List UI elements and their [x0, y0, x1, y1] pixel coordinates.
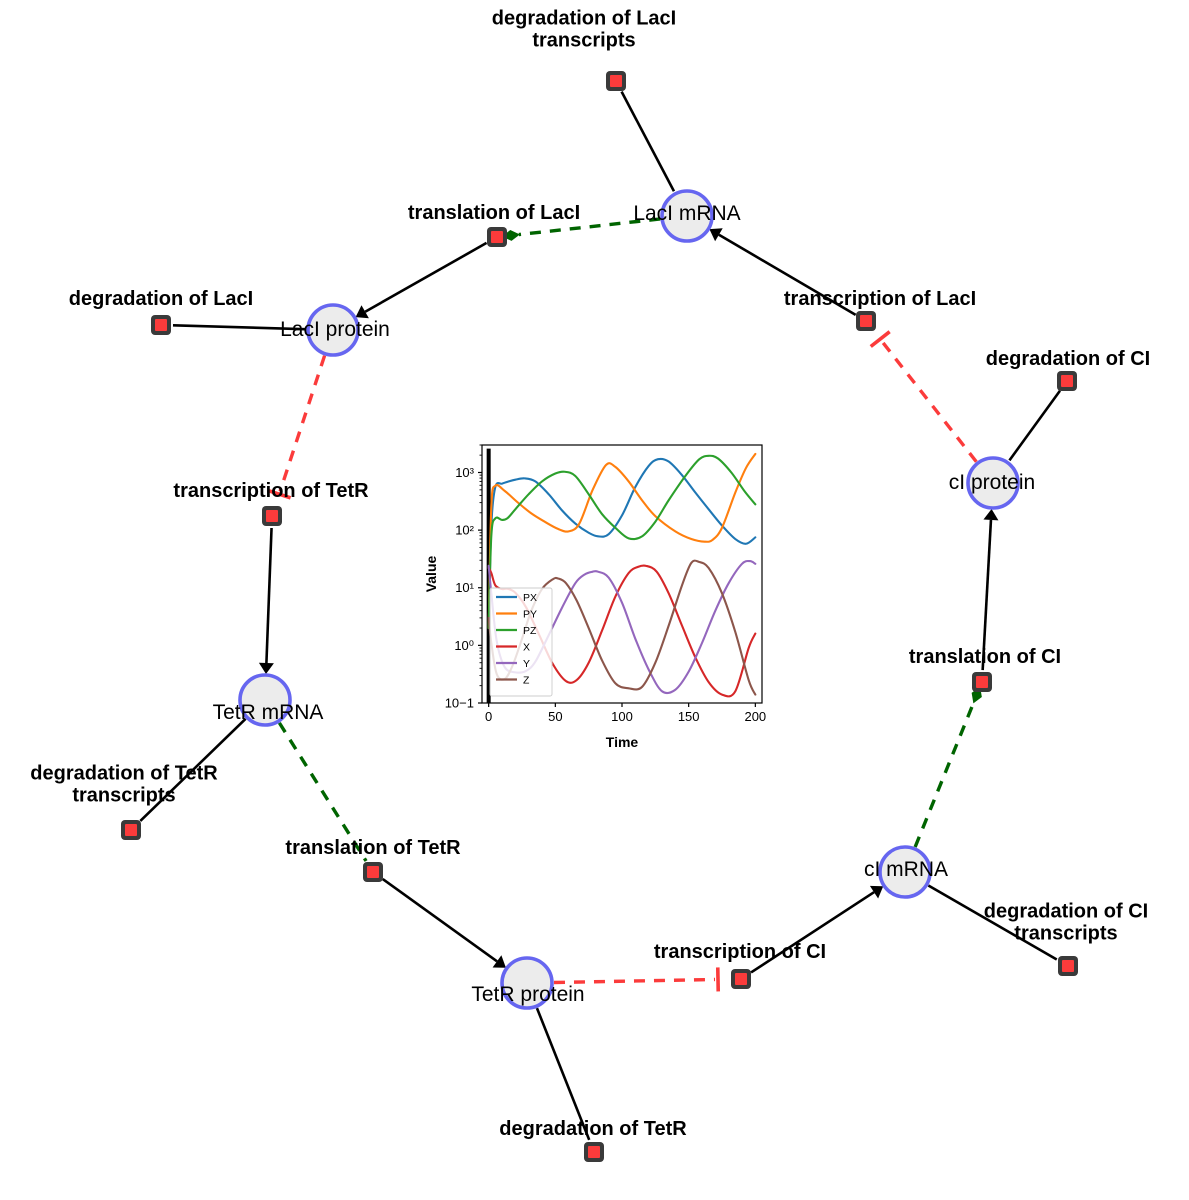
timecourse-chart-svg: 0 50 100 150 20010−110⁰10¹10²10³TimeValuePXP… [423, 444, 766, 750]
chart-xticklabel: 200 [744, 709, 766, 724]
edge-line [139, 717, 247, 822]
edge-line [981, 519, 993, 671]
species-node-laci_mrna[interactable] [660, 189, 714, 243]
arrowhead-triangle [709, 228, 723, 242]
timecourse-chart-inset: 0 50 100 150 200 10−1 10⁰ 10¹ 10² 10³ Time Value PX P… [420, 437, 770, 755]
chart-ylabel: Value [423, 556, 439, 593]
edge-ci_mrna-to-deg_ci_transcripts [927, 884, 1058, 961]
chart-yticklabel: 10−1 [445, 696, 474, 711]
edge-tetr_mrna-to-deg_tetr_transcripts [139, 717, 247, 822]
arrowhead-triangle [869, 885, 884, 899]
arrowhead-tee [267, 488, 292, 500]
chart-legend-label-PZ: PZ [523, 625, 537, 637]
chart-yticklabel: 10³ [455, 465, 474, 480]
reaction-node-deg_ci[interactable] [1061, 375, 1073, 387]
edge-laci_mrna-to-translation_laci [501, 217, 661, 241]
reaction-node-deg_tetr_transcripts[interactable] [125, 824, 137, 836]
edge-ci_mrna-to-translation_ci [913, 686, 982, 848]
chart-xticklabel: 150 [678, 709, 700, 724]
chart-axes-group: 0 50 100 150 200 10−1 10⁰ 10¹ 10² 10³ [445, 444, 766, 724]
edge-line [172, 324, 306, 331]
edge-line [1008, 389, 1062, 462]
edge-tetr_protein-to-transcription_ci [553, 967, 721, 992]
edge-line [913, 701, 976, 848]
reaction-node-translation_laci[interactable] [491, 231, 503, 243]
species-node-ci_mrna[interactable] [878, 845, 932, 899]
species-node-tetr_mrna[interactable] [238, 673, 292, 727]
edge-tetr_protein-to-deg_tetr [535, 1007, 591, 1141]
chart-legend-label-Z: Z [523, 674, 530, 686]
chart-xticklabel: 50 [548, 709, 562, 724]
reaction-node-deg_tetr[interactable] [588, 1146, 600, 1158]
edge-line [277, 721, 368, 862]
arrowhead-triangle [983, 508, 999, 521]
chart-xticklabel: 0 [485, 709, 492, 724]
edge-line [750, 891, 875, 974]
arrowhead-triangle [258, 662, 274, 675]
chart-yticklabel: 10¹ [455, 580, 474, 595]
edge-line [364, 241, 488, 313]
edge-line [518, 217, 661, 237]
edge-line [553, 977, 716, 985]
chart-series-PY [487, 452, 757, 630]
chart-legend-box [489, 587, 553, 697]
edge-deg_laci_transcripts-to-laci_mrna [620, 91, 676, 192]
chart-legend-label-Y: Y [523, 658, 530, 670]
chart-xticklabel: 100 [611, 709, 633, 724]
edge-transcription_ci-to-ci_mrna [750, 885, 884, 974]
species-node-ci_protein[interactable] [966, 456, 1020, 510]
chart-series-PX [487, 457, 757, 630]
reaction-node-transcription_laci[interactable] [860, 315, 872, 327]
edge-ci_protein-to-transcription_laci [869, 330, 978, 463]
chart-yticklabel: 10⁰ [454, 638, 474, 653]
chart-yticklabel: 10² [455, 523, 474, 538]
edge-transcription_laci-to-laci_mrna [709, 228, 857, 317]
arrowhead-tee [869, 330, 891, 348]
reaction-node-translation_ci[interactable] [976, 676, 988, 688]
edge-deg_laci-to-laci_protein [172, 324, 306, 331]
nodes-group [121, 71, 1078, 1162]
chart-legend: PX PY PZ XYZ [489, 587, 553, 697]
reaction-node-transcription_ci[interactable] [735, 973, 747, 985]
chart-legend-label-PY: PY [523, 608, 537, 620]
edge-line [278, 355, 327, 492]
species-node-tetr_protein[interactable] [500, 956, 554, 1010]
reaction-node-transcription_tetr[interactable] [266, 510, 278, 522]
species-node-laci_protein[interactable] [306, 303, 360, 357]
chart-xlabel: Time [606, 734, 639, 750]
chart-legend-label-X: X [523, 641, 530, 653]
reaction-node-deg_laci_transcripts[interactable] [610, 75, 622, 87]
edge-line [880, 340, 978, 463]
edge-translation_laci-to-laci_protein [355, 241, 488, 319]
edge-line [265, 527, 273, 664]
arrowhead-triangle [492, 955, 506, 968]
edge-tetr_mrna-to-translation_tetr [277, 721, 368, 862]
edge-line [927, 884, 1058, 961]
chart-series-PZ [487, 454, 757, 630]
edge-line [620, 91, 676, 192]
edge-line [381, 877, 498, 963]
reaction-node-deg_ci_transcripts[interactable] [1062, 960, 1074, 972]
edge-translation_ci-to-ci_protein [981, 508, 999, 671]
reaction-node-translation_tetr[interactable] [367, 866, 379, 878]
edge-translation_tetr-to-tetr_protein [381, 877, 506, 968]
edges-group [139, 91, 1062, 1141]
edge-transcription_tetr-to-tetr_mrna [258, 527, 274, 675]
edge-line [535, 1007, 591, 1141]
edge-deg_ci-to-ci_protein [1008, 389, 1062, 462]
chart-legend-label-PX: PX [523, 592, 537, 604]
reaction-node-deg_laci[interactable] [155, 319, 167, 331]
arrowhead-triangle [355, 305, 369, 319]
edge-line [718, 233, 857, 317]
edge-laci_protein-to-transcription_tetr [267, 355, 327, 500]
